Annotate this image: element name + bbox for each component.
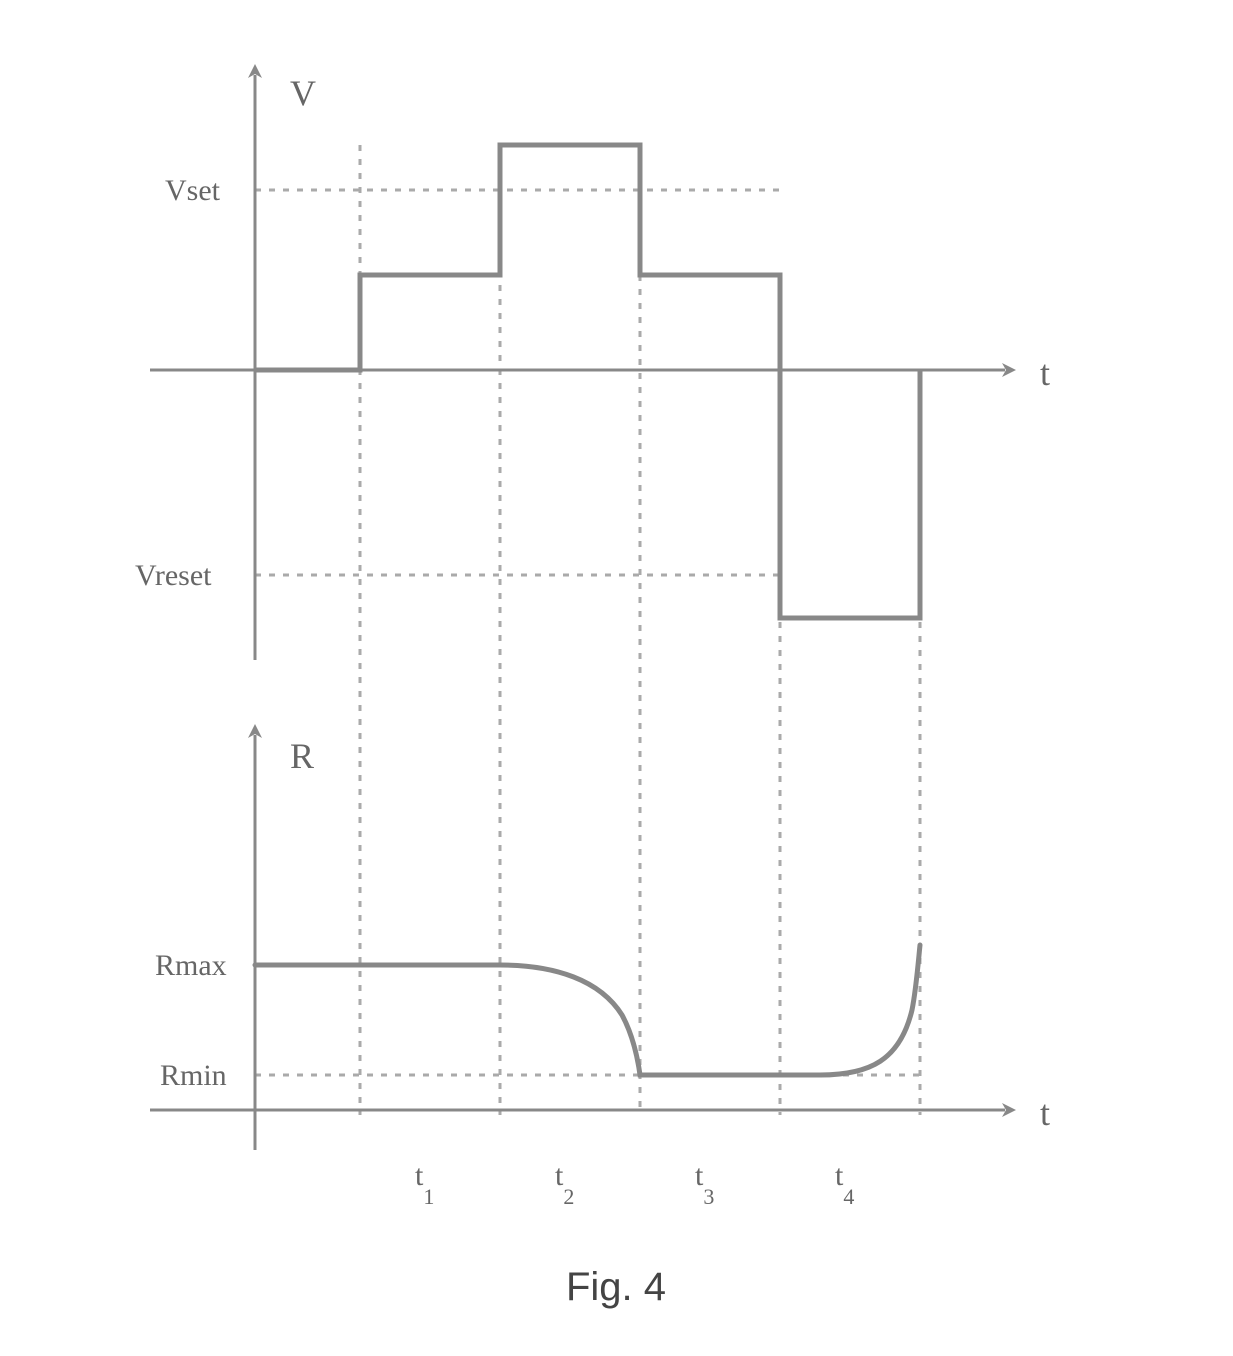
diagram-canvas: V t Vset Vreset R t Rmax Rmin t1 t2 t3 t… xyxy=(0,0,1233,1356)
figure-caption: Fig. 4 xyxy=(566,1265,666,1309)
voltage-waveform xyxy=(255,145,920,618)
time-gridlines xyxy=(360,145,920,1115)
vreset-label: Vreset xyxy=(135,559,212,592)
t1-label: t1 xyxy=(415,1159,434,1209)
t2-label: t2 xyxy=(555,1159,574,1209)
t4-label: t4 xyxy=(835,1159,854,1209)
vset-label: Vset xyxy=(165,174,221,207)
top-x-axis-label: t xyxy=(1040,353,1050,393)
t3-label: t3 xyxy=(695,1159,714,1209)
bottom-plot: R t Rmax Rmin xyxy=(150,735,1050,1150)
resistance-curve xyxy=(255,945,920,1075)
bottom-x-axis-label: t xyxy=(1040,1093,1050,1133)
top-y-axis-label: V xyxy=(290,73,316,113)
rmax-label: Rmax xyxy=(155,949,227,982)
rmin-label: Rmin xyxy=(160,1059,227,1092)
top-plot: V t Vset Vreset xyxy=(135,73,1050,660)
bottom-y-axis-label: R xyxy=(290,736,314,776)
time-tick-labels: t1 t2 t3 t4 xyxy=(415,1159,854,1209)
